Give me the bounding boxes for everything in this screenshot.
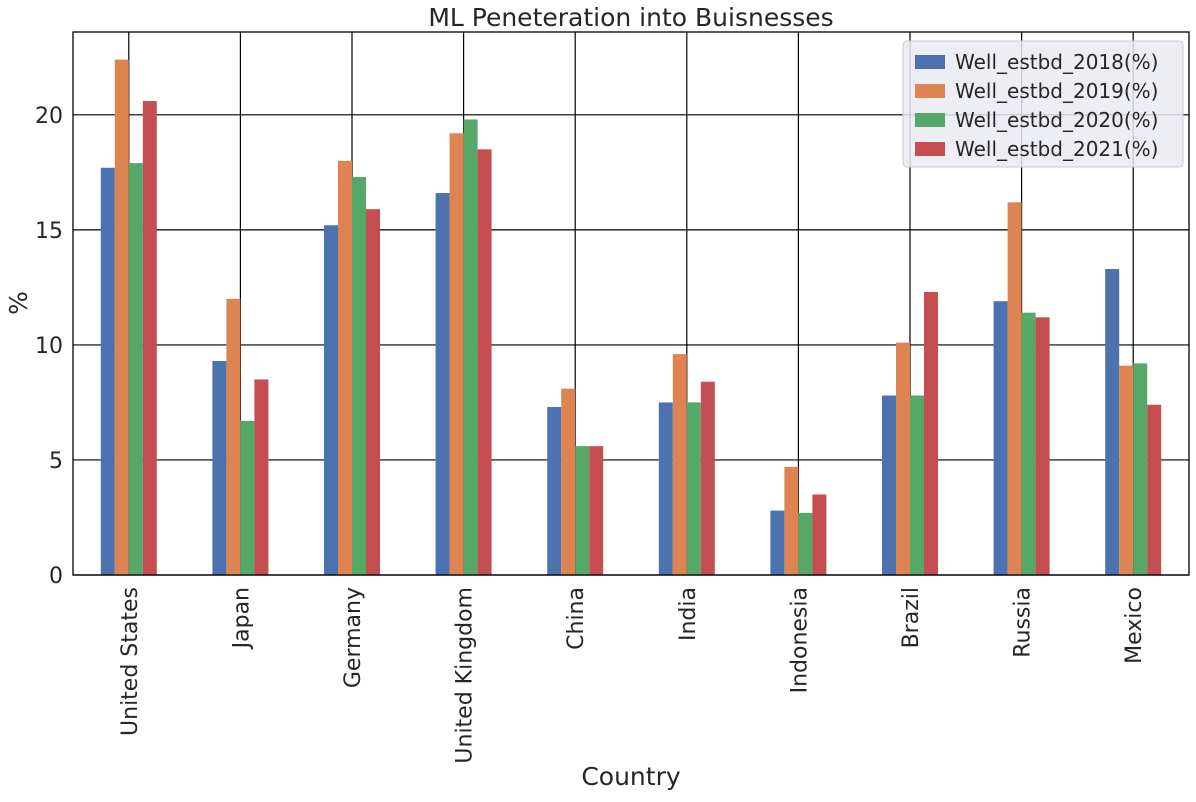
bar[interactable] [254, 379, 269, 575]
bar[interactable] [1133, 363, 1148, 575]
y-tick-label: 0 [49, 564, 63, 589]
bar[interactable] [924, 291, 938, 575]
legend-swatch [915, 142, 945, 156]
bar[interactable] [993, 301, 1008, 575]
x-tick-label: Germany [341, 587, 366, 688]
bar[interactable] [589, 446, 604, 575]
legend-label: Well_estbd_2018(%) [955, 50, 1159, 74]
legend-swatch [915, 84, 945, 98]
bar[interactable] [658, 402, 673, 575]
x-tick-label: Indonesia [787, 587, 812, 693]
x-tick-label: Japan [229, 587, 254, 650]
bar[interactable] [547, 407, 562, 575]
bar[interactable] [435, 193, 450, 575]
bar[interactable] [114, 59, 129, 575]
x-tick-label: United States [118, 587, 143, 736]
bar[interactable] [882, 395, 896, 575]
bar[interactable] [240, 420, 255, 575]
legend-swatch [915, 55, 945, 69]
legend-label: Well_estbd_2020(%) [955, 108, 1159, 132]
bar[interactable] [1021, 312, 1036, 575]
x-tick-label: India [676, 587, 701, 641]
x-tick-label: Russia [1011, 587, 1036, 658]
bar[interactable] [700, 381, 715, 575]
bar[interactable] [896, 342, 910, 575]
bar[interactable] [352, 176, 366, 576]
legend[interactable]: Well_estbd_2018(%) Well_estbd_2019(%) Well… [902, 40, 1184, 168]
legend-label: Well_estbd_2019(%) [955, 79, 1159, 103]
bar[interactable] [672, 354, 687, 575]
x-axis: United States Japan Germany United Kingdom C… [118, 587, 1147, 764]
bar[interactable] [463, 119, 478, 576]
bar[interactable] [366, 209, 380, 575]
bar[interactable] [910, 395, 924, 575]
chart-title: ML Peneteration into Buisnesses [428, 3, 833, 32]
x-axis-label: Country [581, 762, 681, 791]
bar[interactable] [226, 298, 241, 575]
y-axis: 0 5 10 15 20 [35, 104, 63, 589]
bar[interactable] [477, 149, 492, 576]
bar[interactable] [770, 510, 785, 575]
bar[interactable] [686, 402, 701, 575]
plot-frame [72, 31, 1190, 576]
legend-label: Well_estbd_2021(%) [955, 137, 1159, 161]
bars [100, 59, 1162, 576]
y-tick-label: 5 [49, 449, 63, 474]
bar[interactable] [1035, 317, 1050, 575]
y-tick-label: 20 [35, 104, 63, 129]
bar[interactable] [784, 466, 799, 575]
bar[interactable] [1147, 404, 1162, 575]
legend-swatch [915, 113, 945, 127]
bar[interactable] [575, 446, 590, 575]
bar[interactable] [128, 163, 143, 575]
y-tick-label: 10 [35, 334, 63, 359]
y-tick-label: 15 [35, 219, 63, 244]
bar[interactable] [212, 361, 227, 575]
bar[interactable] [324, 225, 338, 575]
x-tick-label: China [564, 587, 589, 650]
bar[interactable] [1007, 202, 1022, 576]
x-tick-label: Mexico [1122, 587, 1147, 664]
bar[interactable] [798, 512, 813, 575]
x-tick-label: Brazil [899, 587, 924, 648]
bar[interactable] [100, 167, 115, 575]
legend-box [902, 40, 1184, 168]
bar[interactable] [561, 388, 576, 575]
bar[interactable] [1119, 365, 1134, 575]
bar[interactable] [812, 494, 827, 575]
y-axis-label: % [4, 291, 33, 315]
bar[interactable] [449, 133, 464, 575]
bar[interactable] [1105, 268, 1120, 575]
bar[interactable] [338, 160, 352, 575]
bar[interactable] [142, 101, 157, 575]
x-tick-label: United Kingdom [453, 587, 478, 764]
